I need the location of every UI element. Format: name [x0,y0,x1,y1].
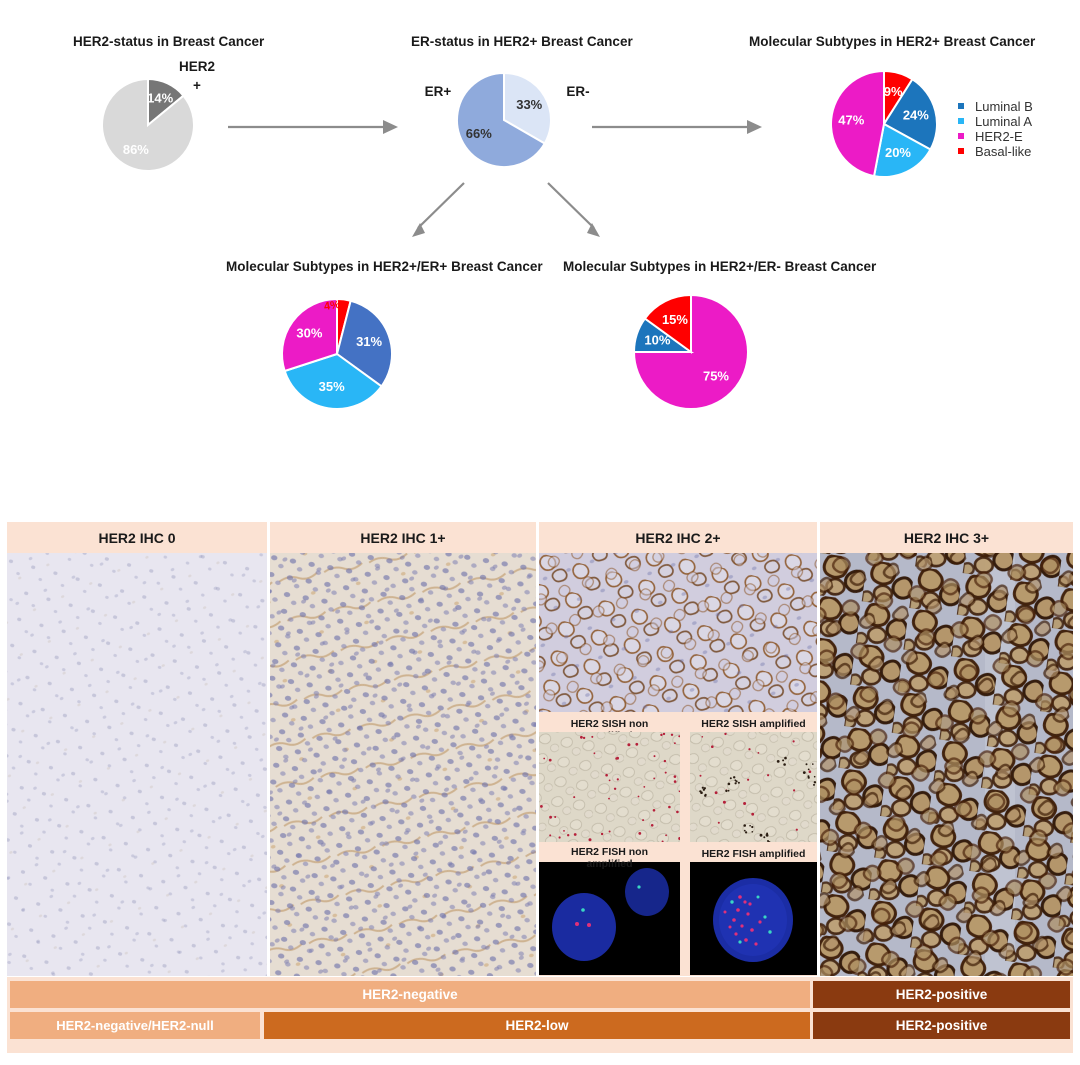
svg-text:ER-: ER- [566,84,589,99]
svg-text:35%: 35% [319,379,345,394]
svg-text:24%: 24% [903,107,929,122]
svg-text:30%: 30% [296,325,322,340]
svg-text:4%: 4% [323,299,341,313]
svg-text:+: + [193,78,201,93]
svg-text:31%: 31% [356,334,382,349]
svg-text:Luminal B: Luminal B [975,99,1033,114]
svg-text:HER2-status in Breast Cancer: HER2-status in Breast Cancer [73,34,265,49]
svg-text:66%: 66% [466,126,492,141]
svg-text:14%: 14% [147,91,173,106]
svg-text:ER-status in HER2+ Breast Canc: ER-status in HER2+ Breast Cancer [411,34,633,49]
svg-text:HER2: HER2 [179,59,215,74]
svg-text:Molecular Subtypes in HER2+ Br: Molecular Subtypes in HER2+ Breast Cance… [749,34,1036,49]
svg-text:10%: 10% [644,333,670,348]
svg-text:Molecular Subtypes in HER2+/ER: Molecular Subtypes in HER2+/ER- Breast C… [563,259,877,274]
svg-text:HER2-E: HER2-E [975,129,1023,144]
svg-text:Basal-like: Basal-like [975,144,1031,159]
svg-text:9%: 9% [884,84,903,99]
svg-text:75%: 75% [703,368,729,383]
svg-text:ER+: ER+ [425,84,452,99]
svg-text:86%: 86% [123,142,149,157]
svg-text:15%: 15% [662,312,688,327]
svg-text:47%: 47% [838,112,864,127]
svg-text:33%: 33% [516,97,542,112]
svg-text:Molecular Subtypes in HER2+/ER: Molecular Subtypes in HER2+/ER+ Breast C… [226,259,543,274]
svg-text:20%: 20% [885,145,911,160]
svg-text:Luminal A: Luminal A [975,114,1032,129]
